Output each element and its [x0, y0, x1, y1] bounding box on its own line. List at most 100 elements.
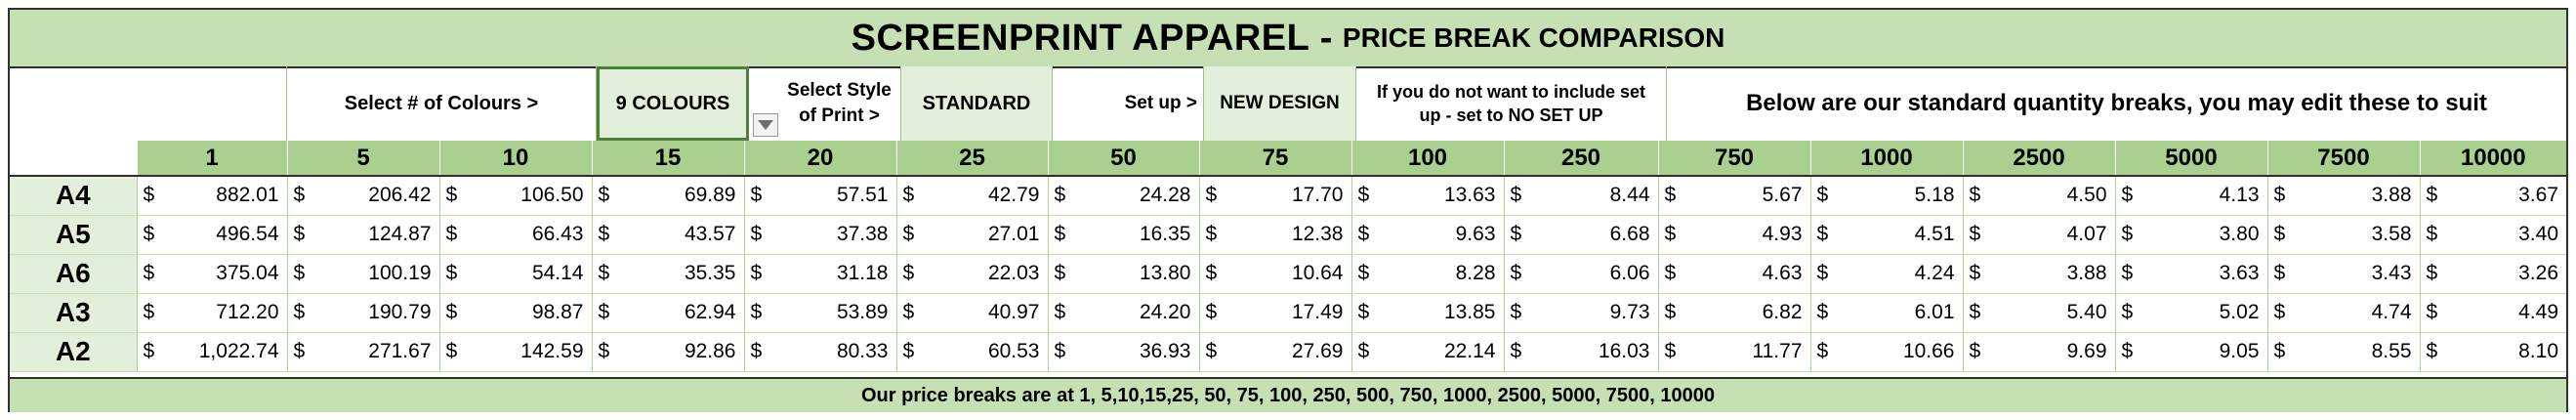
price-value: $4.93 [1659, 223, 1810, 246]
price-cell[interactable]: $40.97 [895, 293, 1048, 333]
price-cell[interactable]: $124.87 [286, 215, 439, 255]
price-cell[interactable]: $496.54 [136, 215, 287, 255]
price-cell[interactable]: $271.67 [286, 332, 439, 372]
price-cell[interactable]: $12.38 [1198, 215, 1351, 255]
price-cell[interactable]: $712.20 [136, 293, 287, 333]
price-cell[interactable]: $882.01 [136, 176, 287, 216]
price-cell[interactable]: $80.33 [743, 332, 896, 372]
currency-symbol: $ [143, 340, 155, 362]
price-cell[interactable]: $190.79 [286, 293, 439, 333]
price-cell[interactable]: $43.57 [591, 215, 744, 255]
price-cell[interactable]: $5.18 [1809, 176, 1963, 216]
price-cell[interactable]: $62.94 [591, 293, 744, 333]
price-cell[interactable]: $10.66 [1809, 332, 1963, 372]
price-cell[interactable]: $6.68 [1503, 215, 1658, 255]
setup-select[interactable]: NEW DESIGN [1204, 66, 1356, 141]
price-value: $80.33 [745, 340, 896, 363]
price-cell[interactable]: $3.63 [2114, 254, 2267, 294]
currency-symbol: $ [2121, 223, 2134, 245]
price-cell[interactable]: $3.58 [2266, 215, 2420, 255]
price-amount: 8.28 [1455, 262, 1496, 284]
price-cell[interactable]: $1,022.74 [136, 332, 287, 372]
price-cell[interactable]: $53.89 [743, 293, 896, 333]
price-value: $4.74 [2268, 301, 2420, 324]
price-cell[interactable]: $13.85 [1350, 293, 1504, 333]
price-cell[interactable]: $8.10 [2419, 332, 2566, 372]
price-cell[interactable]: $5.40 [1962, 293, 2115, 333]
price-cell[interactable]: $4.24 [1809, 254, 1963, 294]
price-cell[interactable]: $98.87 [438, 293, 592, 333]
price-cell[interactable]: $66.43 [438, 215, 592, 255]
price-cell[interactable]: $4.07 [1962, 215, 2115, 255]
price-cell[interactable]: $36.93 [1047, 332, 1199, 372]
price-cell[interactable]: $4.93 [1657, 215, 1810, 255]
price-cell[interactable]: $3.43 [2266, 254, 2420, 294]
price-value: $190.79 [288, 301, 439, 324]
price-value: $3.88 [1964, 262, 2115, 285]
price-cell[interactable]: $106.50 [438, 176, 592, 216]
size-label: A5 [10, 215, 137, 255]
price-amount: 54.14 [531, 262, 584, 284]
price-cell[interactable]: $8.28 [1350, 254, 1504, 294]
price-cell[interactable]: $13.80 [1047, 254, 1199, 294]
price-cell[interactable]: $22.14 [1350, 332, 1504, 372]
price-amount: 190.79 [368, 301, 432, 323]
price-cell[interactable]: $4.50 [1962, 176, 2115, 216]
price-cell[interactable]: $92.86 [591, 332, 744, 372]
price-cell[interactable]: $3.40 [2419, 215, 2566, 255]
dropdown-arrow-icon[interactable] [753, 113, 778, 137]
colours-select[interactable]: 9 COLOURS [597, 66, 749, 141]
price-cell[interactable]: $8.44 [1503, 176, 1658, 216]
price-cell[interactable]: $206.42 [286, 176, 439, 216]
price-cell[interactable]: $35.35 [591, 254, 744, 294]
price-cell[interactable]: $3.88 [1962, 254, 2115, 294]
style-select[interactable]: STANDARD [901, 66, 1053, 141]
price-cell[interactable]: $3.80 [2114, 215, 2267, 255]
price-cell[interactable]: $9.05 [2114, 332, 2267, 372]
price-cell[interactable]: $375.04 [136, 254, 287, 294]
price-cell[interactable]: $5.02 [2114, 293, 2267, 333]
price-value: $66.43 [440, 223, 592, 246]
price-cell[interactable]: $37.38 [743, 215, 896, 255]
price-cell[interactable]: $3.67 [2419, 176, 2566, 216]
price-cell[interactable]: $17.49 [1198, 293, 1351, 333]
price-cell[interactable]: $60.53 [895, 332, 1048, 372]
price-cell[interactable]: $5.67 [1657, 176, 1810, 216]
price-cell[interactable]: $54.14 [438, 254, 592, 294]
price-cell[interactable]: $17.70 [1198, 176, 1351, 216]
price-cell[interactable]: $31.18 [743, 254, 896, 294]
price-cell[interactable]: $16.03 [1503, 332, 1658, 372]
price-cell[interactable]: $6.82 [1657, 293, 1810, 333]
price-cell[interactable]: $6.06 [1503, 254, 1658, 294]
price-cell[interactable]: $13.63 [1350, 176, 1504, 216]
price-cell[interactable]: $6.01 [1809, 293, 1963, 333]
price-cell[interactable]: $9.69 [1962, 332, 2115, 372]
price-cell[interactable]: $142.59 [438, 332, 592, 372]
price-value: $3.58 [2268, 223, 2420, 246]
price-cell[interactable]: $22.03 [895, 254, 1048, 294]
quantity-header: 250 [1503, 141, 1658, 177]
price-cell[interactable]: $16.35 [1047, 215, 1199, 255]
price-cell[interactable]: $3.88 [2266, 176, 2420, 216]
price-cell[interactable]: $42.79 [895, 176, 1048, 216]
price-cell[interactable]: $3.26 [2419, 254, 2566, 294]
price-amount: 4.63 [1762, 262, 1803, 284]
price-cell[interactable]: $69.89 [591, 176, 744, 216]
price-cell[interactable]: $11.77 [1657, 332, 1810, 372]
price-cell[interactable]: $27.69 [1198, 332, 1351, 372]
price-cell[interactable]: $4.63 [1657, 254, 1810, 294]
price-cell[interactable]: $4.74 [2266, 293, 2420, 333]
price-cell[interactable]: $8.55 [2266, 332, 2420, 372]
price-cell[interactable]: $4.13 [2114, 176, 2267, 216]
price-cell[interactable]: $24.28 [1047, 176, 1199, 216]
price-cell[interactable]: $4.51 [1809, 215, 1963, 255]
price-value: $4.07 [1964, 223, 2115, 246]
price-cell[interactable]: $24.20 [1047, 293, 1199, 333]
price-cell[interactable]: $100.19 [286, 254, 439, 294]
price-cell[interactable]: $27.01 [895, 215, 1048, 255]
price-cell[interactable]: $4.49 [2419, 293, 2566, 333]
price-cell[interactable]: $10.64 [1198, 254, 1351, 294]
price-cell[interactable]: $9.63 [1350, 215, 1504, 255]
price-cell[interactable]: $9.73 [1503, 293, 1658, 333]
price-cell[interactable]: $57.51 [743, 176, 896, 216]
